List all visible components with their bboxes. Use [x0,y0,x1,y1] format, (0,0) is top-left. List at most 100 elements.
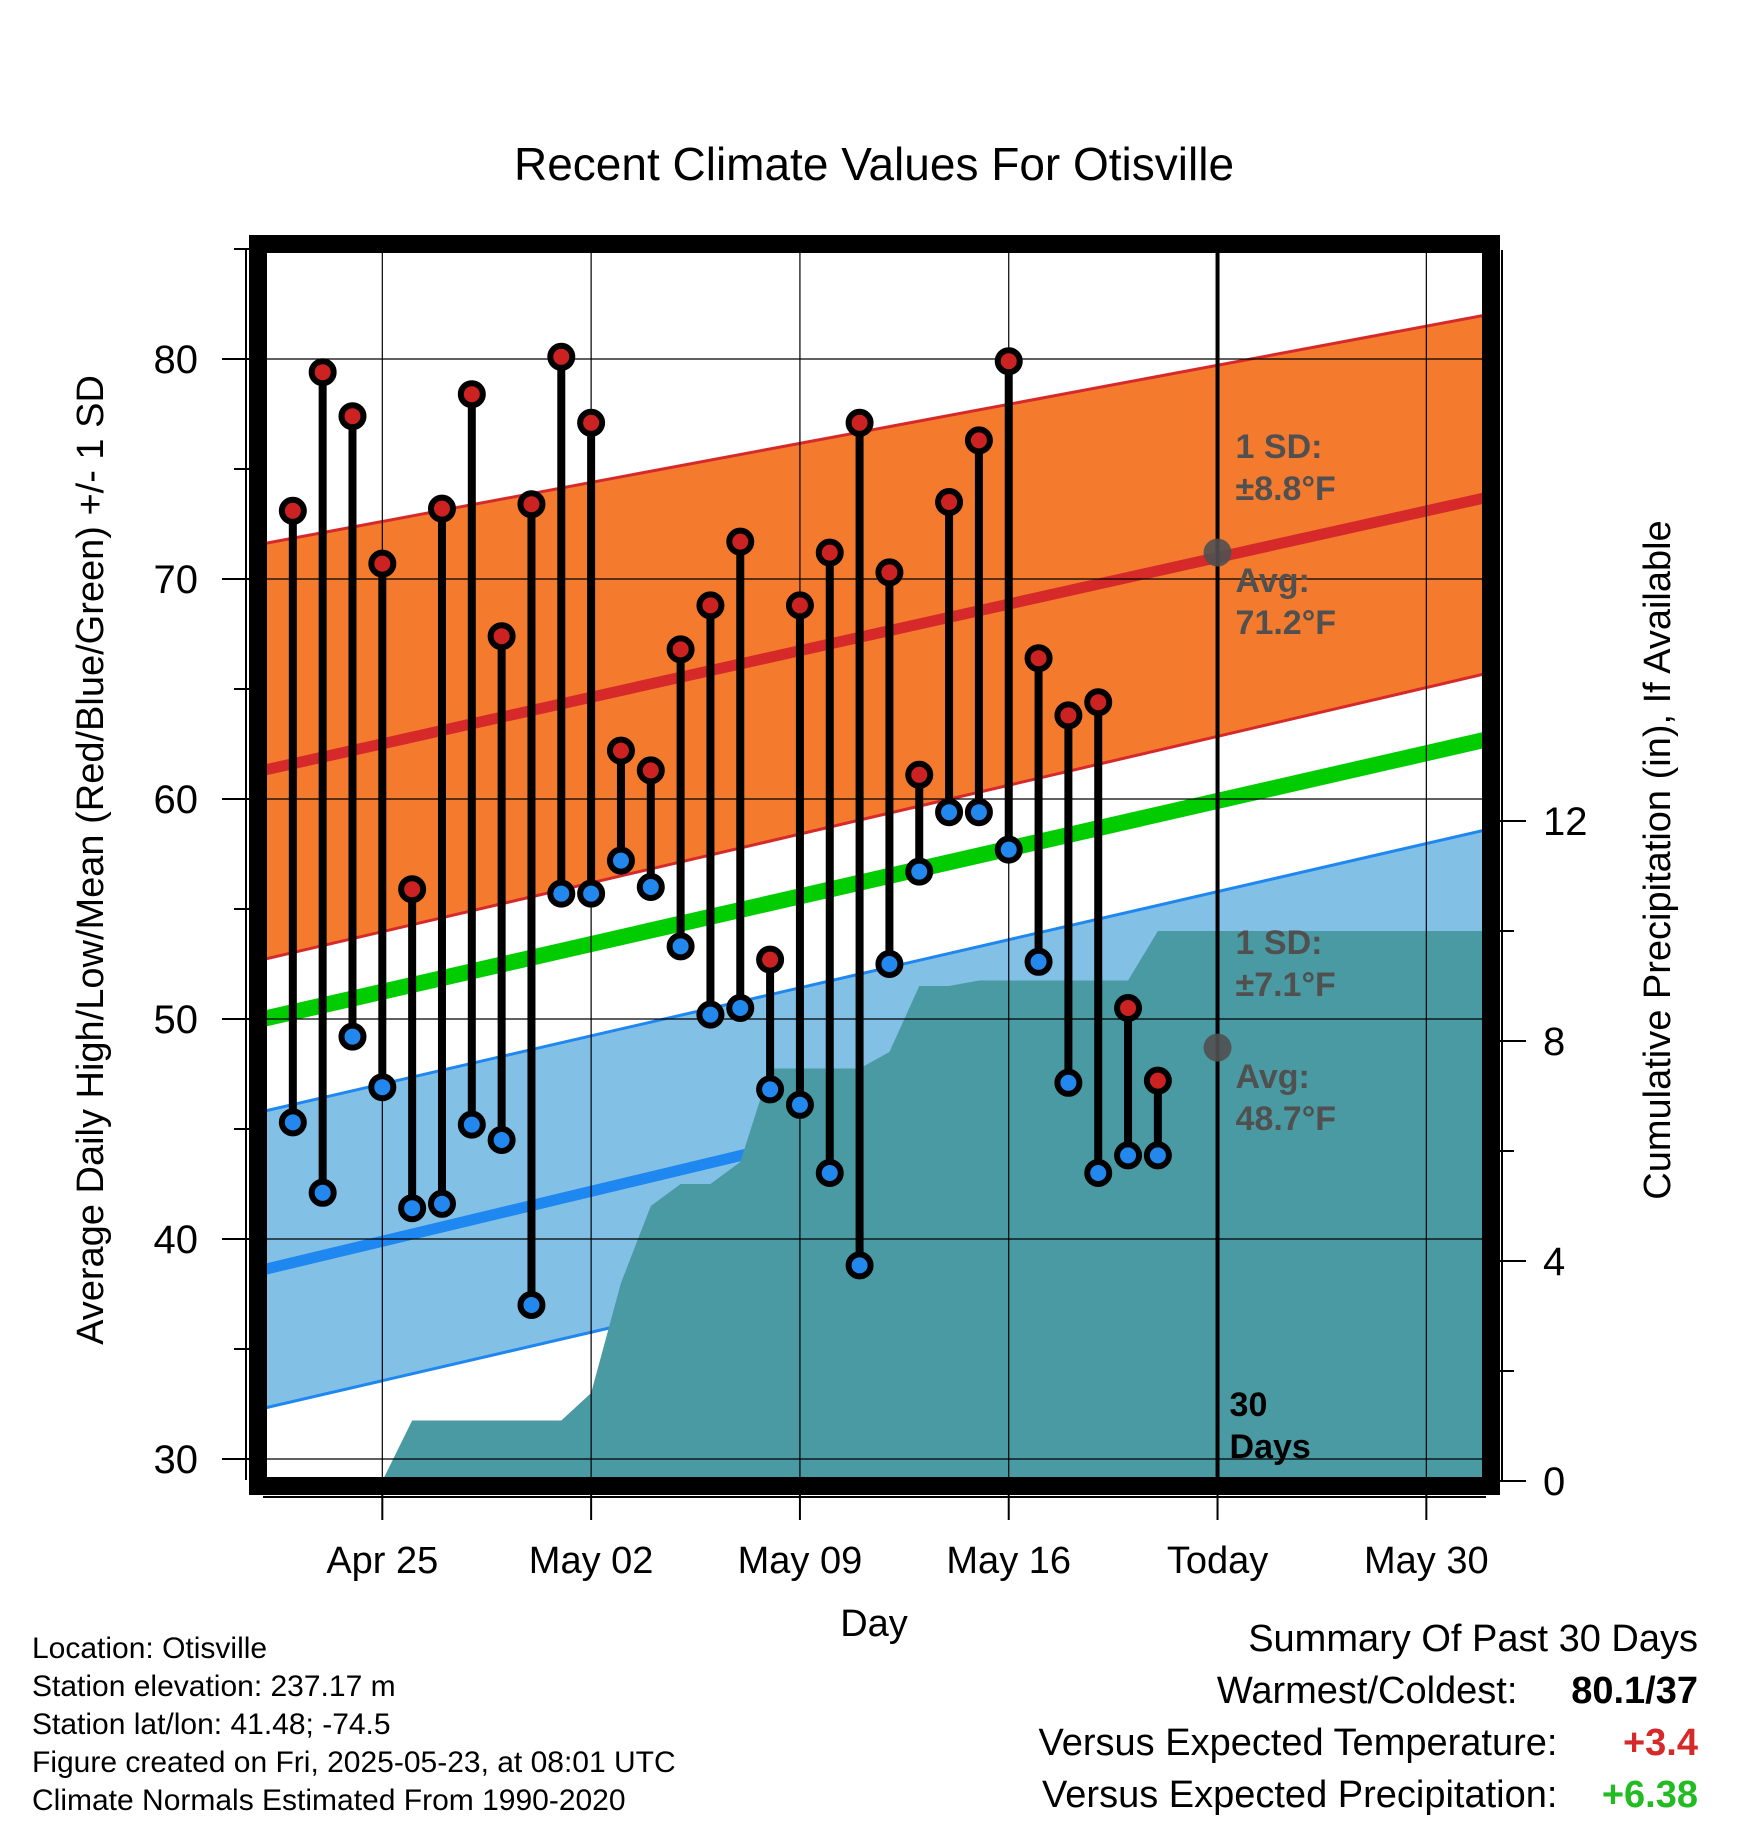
daily-low-point [815,1159,844,1187]
high-avg-marker [1203,538,1232,567]
daily-low-point [726,994,755,1022]
daily-low-point [935,798,964,827]
daily-low-point [1114,1141,1143,1170]
precip-area [292,931,1486,1481]
normals-text: Climate Normals Estimated From 1990-2020 [32,1784,626,1817]
mean-normal-line [263,731,1486,1027]
high-sd-value: ±8.8°F [1236,470,1336,508]
daily-high-point [517,490,546,519]
y-tick-label-left: 80 [154,338,199,382]
x-tick-label: Today [1167,1540,1268,1582]
y-tick-label-right: 0 [1543,1460,1565,1504]
warm-cold-label: Warmest/Coldest: [1216,1670,1518,1712]
warm-cold-value: 80.1/37 [1571,1670,1698,1712]
created-text: Figure created on Fri, 2025-05-23, at 08… [32,1746,676,1779]
daily-low-point [666,932,695,961]
daily-high-point [308,358,337,387]
x-tick-label: Apr 25 [326,1540,438,1582]
y-tick-label-right: 4 [1543,1240,1565,1284]
daily-low-point [756,1075,785,1104]
daily-low-point [427,1189,456,1218]
daily-high-point [1084,688,1113,717]
elevation-text: Station elevation: 237.17 m [32,1670,396,1703]
plot-area [263,249,1486,1481]
precip-label: Versus Expected Precipitation: [1042,1774,1558,1816]
daily-low-point [517,1291,546,1319]
daily-high-point [875,558,904,587]
daily-high-point [457,380,486,409]
daily-high-point [994,347,1023,376]
location-text: Location: Otisville [32,1632,268,1665]
daily-high-point [368,549,397,578]
x-tick-label: May 16 [946,1540,1071,1582]
daily-high-point [964,426,993,455]
daily-low-point [457,1110,486,1139]
high-sd-label: 1 SD: [1236,428,1323,466]
warm-cold-row: Warmest/Coldest: 80.1/37 [1217,1670,1698,1713]
daily-low-point [1054,1068,1083,1097]
daily-low-point [905,857,934,886]
low-sd-value: ±7.1°F [1236,966,1336,1004]
daily-high-point [935,488,964,516]
daily-high-point [905,760,934,789]
daily-high-point [785,591,814,620]
temp-row: Versus Expected Temperature: +3.4 [1039,1722,1698,1765]
daily-high-point [577,408,606,437]
daily-high-point [636,756,665,785]
daily-high-point [487,622,516,651]
daily-high-point [606,736,635,765]
temp-value: +3.4 [1622,1722,1698,1764]
daily-low-point [577,879,606,908]
daily-high-point [845,408,874,437]
low-avg-label: Avg: [1236,1058,1310,1096]
daily-low-point [845,1251,874,1280]
daily-high-point [547,342,576,371]
daily-low-point [547,879,576,908]
x-tick-label: May 09 [738,1540,863,1582]
daily-high-point [1114,994,1143,1022]
chart-title: Recent Climate Values For Otisville [514,138,1234,190]
daily-low-point [278,1108,307,1137]
station-info: Location: Otisville Station elevation: 2… [32,1630,676,1820]
daily-high-point [1143,1066,1172,1095]
low-sd-band-upper-edge [263,828,1486,1113]
days-label-text: Days [1230,1428,1311,1466]
y-tick-label-right: 12 [1543,800,1588,844]
low-avg-value: 48.7°F [1236,1100,1337,1138]
high-avg-label: Avg: [1236,562,1310,600]
y-axis-label-left: Average Daily High/Low/Mean (Red/Blue/Gr… [70,375,112,1345]
daily-low-point [875,950,904,978]
daily-high-point [427,494,456,523]
summary-panel: Summary Of Past 30 Days Warmest/Coldest:… [900,1618,1698,1828]
x-tick-label: May 02 [529,1540,654,1582]
high-avg-value: 71.2°F [1236,604,1337,642]
summary-title: Summary Of Past 30 Days [1248,1618,1698,1660]
daily-high-point [338,402,367,431]
high-sd-band-lower-edge [263,672,1486,962]
daily-low-point [338,1022,367,1051]
daily-low-point [1084,1159,1113,1187]
y-tick-label-left: 40 [154,1218,199,1262]
daily-high-point [756,945,785,974]
daily-low-point [696,1000,725,1029]
y-tick-label-left: 30 [154,1438,199,1482]
temp-label: Versus Expected Temperature: [1038,1722,1558,1764]
y-tick-label-left: 70 [154,558,199,602]
low-avg-marker [1203,1033,1232,1062]
daily-high-point [1054,701,1083,730]
daily-low-point [994,835,1023,864]
x-tick-label: May 30 [1364,1540,1489,1582]
days-label-number: 30 [1230,1386,1268,1424]
daily-high-point [815,538,844,567]
daily-low-point [606,846,635,875]
y-tick-label-right: 8 [1543,1020,1565,1064]
daily-high-point [1024,644,1053,673]
y-tick-label-left: 60 [154,778,199,822]
daily-high-point [726,527,755,556]
precip-value: +6.38 [1601,1774,1698,1816]
precip-row: Versus Expected Precipitation: +6.38 [1042,1774,1698,1817]
daily-low-point [964,798,993,827]
latlon-text: Station lat/lon: 41.48; -74.5 [32,1708,391,1741]
daily-low-point [487,1126,516,1154]
daily-low-point [398,1194,427,1223]
